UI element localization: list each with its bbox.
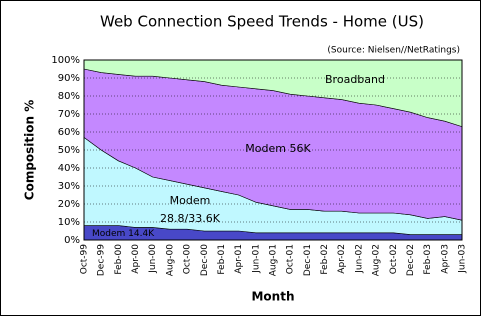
area-label: Broadband <box>325 73 385 86</box>
x-tick-label: Apr-02 <box>337 244 347 274</box>
x-tick-label: Dec-00 <box>200 244 210 276</box>
x-tick-label: Dec-01 <box>303 244 313 276</box>
x-tick-label: Feb-00 <box>114 244 124 275</box>
x-tick-label: Apr-01 <box>234 244 244 274</box>
x-tick-label: Jun-01 <box>251 244 261 274</box>
area-label: Modem 14.4K <box>92 229 155 239</box>
y-axis-title: Composition % <box>23 100 37 200</box>
y-tick-label: 80% <box>58 91 80 102</box>
area-label: Modem 28.8/33.6K <box>160 194 220 225</box>
x-tick-label: Feb-01 <box>217 244 227 275</box>
chart-title: Web Connection Speed Trends - Home (US) <box>100 13 424 31</box>
y-tick-label: 20% <box>58 199 80 210</box>
y-tick-label: 90% <box>58 73 80 84</box>
x-tick-label: Dec-99 <box>97 244 107 276</box>
y-tick-label: 40% <box>58 163 80 174</box>
x-tick-label: Feb-02 <box>320 244 330 275</box>
x-tick-label: Apr-03 <box>440 244 450 274</box>
chart-subtitle: (Source: Nielsen//NetRatings) <box>327 46 460 56</box>
y-tick-label: 60% <box>58 127 80 138</box>
x-tick-label: Aug-00 <box>165 244 175 277</box>
x-tick-label: Jun-00 <box>148 244 158 274</box>
x-tick-label: Aug-02 <box>372 244 382 276</box>
x-tick-label: Oct-00 <box>183 244 193 275</box>
x-tick-label: Jun-03 <box>458 244 468 274</box>
x-tick-label: Oct-99 <box>80 244 90 275</box>
area-label: Modem 56K <box>245 142 311 155</box>
y-tick-label: 100% <box>51 55 80 66</box>
y-tick-label: 0% <box>64 235 80 246</box>
x-tick-label: Oct-02 <box>389 244 399 274</box>
x-axis-title: Month <box>251 290 294 304</box>
y-tick-label: 30% <box>58 181 80 192</box>
y-tick-label: 70% <box>58 109 80 120</box>
x-tick-label: Dec-02 <box>406 244 416 276</box>
x-tick-label: Feb-03 <box>423 244 433 275</box>
y-tick-label: 50% <box>58 145 80 156</box>
y-tick-label: 10% <box>58 217 80 228</box>
x-tick-label: Jun-02 <box>354 244 364 274</box>
x-tick-label: Aug-01 <box>269 244 279 276</box>
x-tick-label: Apr-00 <box>131 244 141 274</box>
x-tick-label: Oct-01 <box>286 244 296 274</box>
plot-border <box>83 59 463 241</box>
